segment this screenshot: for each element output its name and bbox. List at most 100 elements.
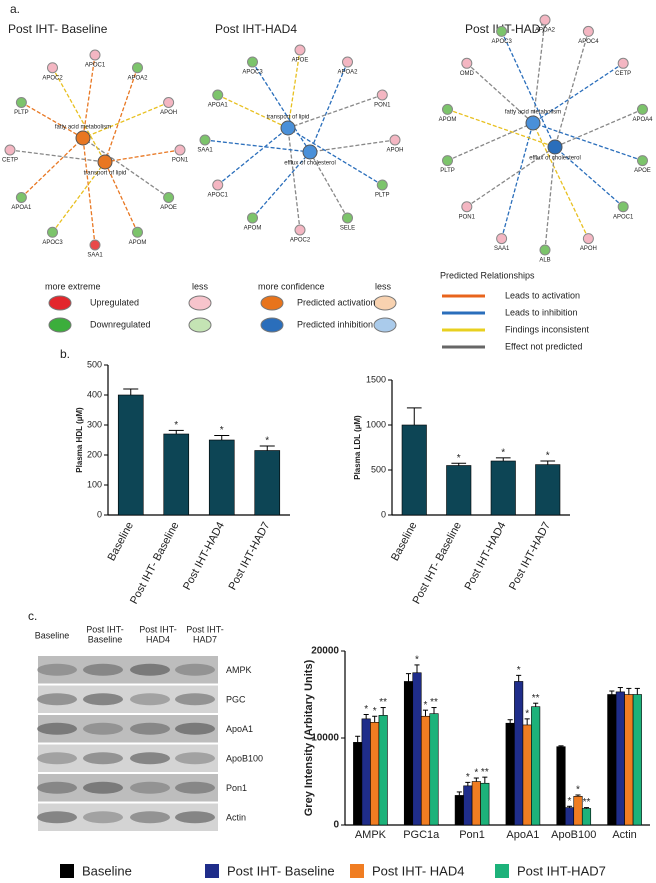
blot-column-label: Baseline — [88, 634, 123, 644]
node-label: APOE — [634, 168, 651, 174]
blot-column-label: Baseline — [35, 630, 70, 640]
network-node — [247, 212, 258, 224]
panel-label: c. — [28, 609, 37, 623]
y-tick-label: 0 — [381, 509, 386, 519]
node-label: APOM — [439, 117, 457, 123]
significance-label: ** — [532, 693, 540, 704]
x-tick-label: ApoB100 — [551, 829, 596, 841]
legend-header: less — [192, 281, 209, 291]
node-label: APOA2 — [535, 28, 556, 34]
significance-label: * — [415, 655, 419, 666]
legend-swatch — [205, 864, 219, 878]
bar — [564, 807, 575, 826]
blot-band — [37, 781, 77, 794]
network-edge — [82, 137, 96, 246]
y-tick-label: 0 — [333, 820, 339, 831]
y-tick-label: 200 — [87, 449, 102, 459]
legend-swatch — [350, 864, 364, 878]
hub-label: efflux of cholesterol — [284, 161, 336, 167]
significance-label: ** — [481, 767, 489, 778]
network-node — [442, 155, 454, 167]
blot-column-label: HAD4 — [146, 634, 170, 644]
blot-band — [83, 693, 123, 706]
bar — [607, 694, 617, 826]
x-tick-label: Baseline — [106, 520, 136, 563]
network-hub — [525, 115, 541, 131]
node-label: PLTP — [14, 110, 29, 116]
node-label: CETP — [2, 158, 18, 164]
node-label: APOM — [244, 226, 262, 232]
x-tick-label: Post IHT-HAD4 — [463, 520, 509, 592]
node-label: APOE — [160, 205, 177, 211]
y-axis-label: Grey Intensity (Arbitary Units) — [303, 659, 315, 816]
network-hub — [75, 130, 91, 146]
node-label: APOH — [160, 110, 177, 116]
significance-label: * — [517, 665, 521, 676]
hub-label: efflux of cholesterol — [529, 156, 581, 162]
network-node — [442, 103, 454, 115]
network-hub — [547, 139, 563, 155]
bar — [353, 742, 363, 826]
y-axis-label: Plasma LDL (µM) — [353, 415, 362, 480]
network-edge — [554, 146, 624, 208]
network-hub — [97, 154, 113, 170]
network-edge — [204, 139, 311, 153]
significance-label: * — [364, 704, 368, 715]
legend-item: Downregulated — [90, 319, 151, 329]
node-label: APOM — [129, 240, 147, 246]
blot-row-label: Actin — [226, 813, 246, 823]
hub-label: transport of lipid — [267, 115, 310, 121]
network-node — [582, 233, 594, 245]
network-edge — [9, 149, 106, 163]
network-title: Post IHT-HAD4 — [215, 22, 297, 36]
y-tick-label: 0 — [97, 509, 102, 519]
significance-label: * — [220, 425, 224, 436]
network-hub — [280, 120, 296, 136]
x-tick-label: Post IHT- Baseline — [411, 520, 464, 606]
x-tick-label: Post IHT-HAD7 — [227, 520, 273, 592]
network-edge — [532, 122, 589, 239]
network-node — [376, 89, 388, 101]
node-label: APOC3 — [491, 39, 512, 45]
network-edge — [104, 67, 139, 163]
blot-band — [175, 811, 215, 824]
network-edge — [287, 94, 383, 129]
x-tick-label: AMPK — [355, 829, 387, 841]
node-label: APOC3 — [42, 240, 63, 246]
significance-label: * — [174, 420, 178, 431]
network-node — [342, 212, 353, 224]
network-edge — [104, 149, 181, 163]
network-node — [617, 201, 629, 213]
node-label: SELE — [340, 226, 355, 232]
x-tick-label: Post IHT-HAD7 — [507, 520, 553, 592]
y-axis-label: Plasma HDL (µM) — [75, 407, 84, 473]
network-node — [294, 224, 306, 236]
node-label: SAA1 — [197, 148, 213, 154]
bar — [615, 691, 625, 826]
bar — [581, 808, 592, 826]
x-tick-label: Post IHT- Baseline — [128, 520, 181, 606]
blot-band — [83, 722, 123, 735]
network-node — [47, 226, 58, 238]
network-node — [539, 14, 551, 26]
bar — [632, 694, 642, 826]
bar — [401, 424, 427, 516]
blot-row-label: PGC — [226, 695, 246, 705]
legend-header: more extreme — [45, 281, 101, 291]
bar — [412, 672, 422, 826]
network-edge — [447, 122, 534, 162]
blot-strip — [38, 774, 218, 802]
significance-label: ** — [379, 697, 387, 708]
network-node — [389, 134, 401, 146]
legend-label: Post IHT- HAD4 — [372, 863, 464, 878]
network-edge — [82, 137, 169, 199]
x-tick-label: Post IHT-HAD4 — [181, 520, 227, 592]
network-node — [636, 155, 648, 167]
network-edge — [500, 122, 534, 239]
network-legend: more extreme less more confidence less U… — [45, 270, 590, 351]
node-label: APOA2 — [127, 75, 148, 81]
blot-band — [175, 781, 215, 794]
legend-item: Effect not predicted — [505, 341, 582, 351]
legend-title: Predicted Relationships — [440, 270, 535, 280]
